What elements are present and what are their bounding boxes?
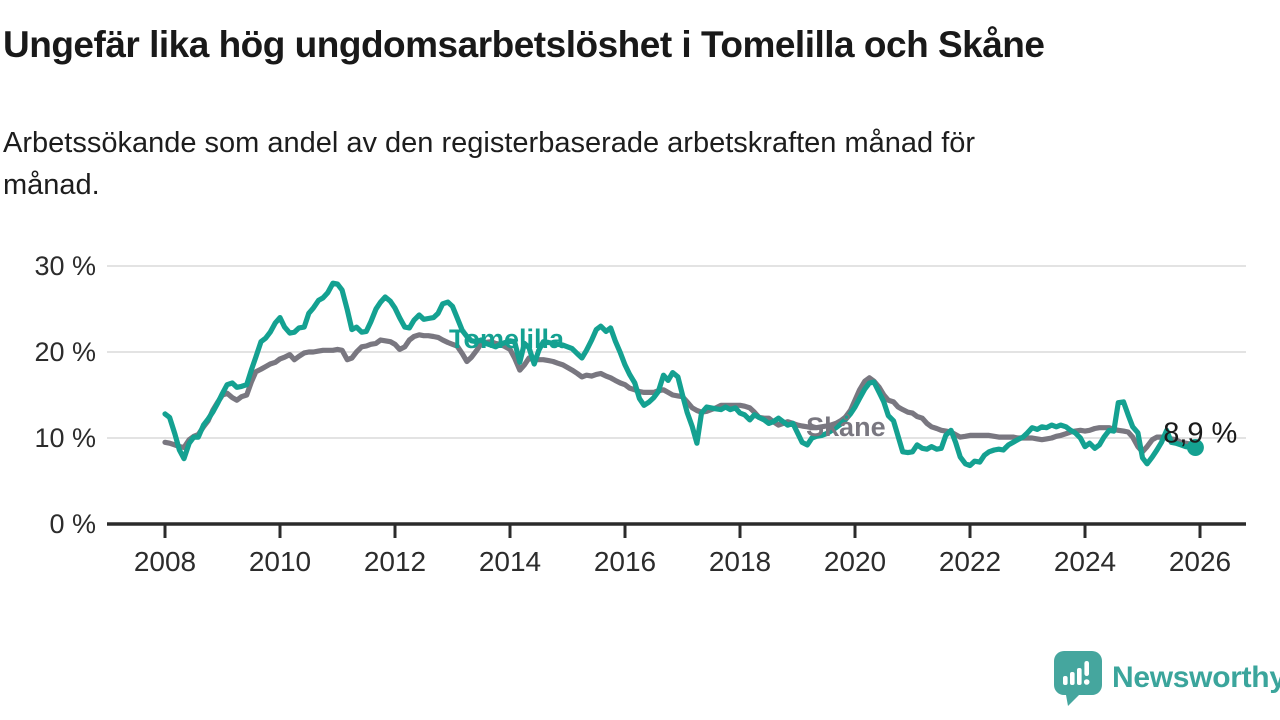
y-tick-label: 20 % <box>34 337 96 367</box>
x-tick-label: 2026 <box>1169 546 1231 577</box>
brand-name: Newsworthy <box>1112 661 1280 694</box>
page-title: Ungefär lika hög ungdomsarbetslöshet i T… <box>3 24 1045 65</box>
brand-footer: Newsworthy <box>1053 650 1280 706</box>
x-tick-label: 2018 <box>709 546 771 577</box>
bar-chart-bar-medium <box>1070 672 1075 685</box>
unemployment-line-chart: 0 % 10 % 20 % 30 % 2008 2010 2012 2014 2016 2018 2… <box>34 251 1246 577</box>
bar-chart-bar-small <box>1063 676 1068 685</box>
y-tick-label: 10 % <box>34 423 96 453</box>
y-tick-label: 0 % <box>49 509 96 539</box>
x-tick-label: 2010 <box>249 546 311 577</box>
end-value-label: 8,9 % <box>1163 418 1237 450</box>
bar-chart-bar-large <box>1077 668 1082 685</box>
x-tick-label: 2016 <box>594 546 656 577</box>
x-tick-label: 2020 <box>824 546 886 577</box>
exclamation-bar <box>1084 661 1089 676</box>
series-label-skane: Skåne <box>806 412 886 442</box>
y-tick-label: 30 % <box>34 251 96 281</box>
exclamation-dot <box>1083 679 1090 685</box>
series-label-tomelilla: Tomelilla <box>449 324 565 354</box>
x-tick-label: 2024 <box>1054 546 1116 577</box>
page-subtitle: Arbetssökande som andel av den registerb… <box>3 127 976 202</box>
x-tick-label: 2014 <box>479 546 541 577</box>
newsworthy-logo-icon <box>1054 651 1102 706</box>
series-end-dot <box>1186 438 1204 456</box>
tomelilla-line <box>162 280 1198 469</box>
x-tick-label: 2022 <box>939 546 1001 577</box>
x-tick-label: 2012 <box>364 546 426 577</box>
x-tick-label: 2008 <box>134 546 196 577</box>
